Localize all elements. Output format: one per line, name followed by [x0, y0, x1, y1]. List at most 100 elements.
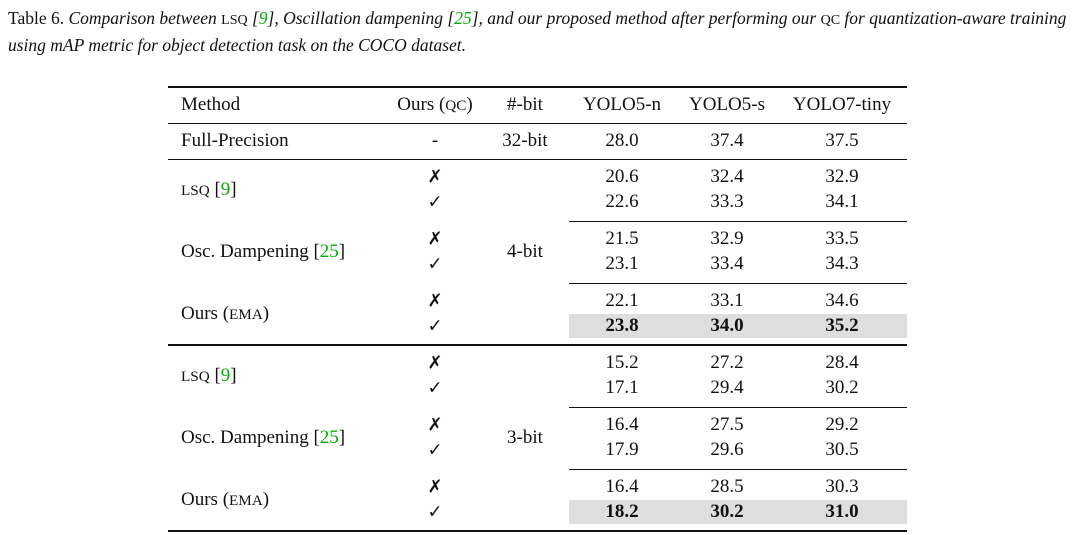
value-cell: 33.3 — [710, 191, 744, 212]
value-cell: 23.8 — [605, 315, 639, 336]
text-part: Comparison between — [68, 8, 222, 28]
check-mark: ✓ — [427, 501, 443, 523]
rule — [569, 283, 907, 284]
rule — [569, 221, 907, 222]
text-part: Osc. Dampening [ — [181, 241, 320, 262]
rule — [168, 86, 907, 88]
value-cell: 33.1 — [710, 290, 744, 311]
value-cell: 28.4 — [825, 352, 859, 373]
value-cell: 16.4 — [605, 476, 639, 497]
caption-label: Table 6. — [8, 8, 65, 28]
text-part: [ — [209, 179, 221, 200]
text-part: ], and our proposed method after perform… — [471, 8, 821, 28]
method-cell: Osc. Dampening [25] — [181, 427, 345, 449]
text-part: ], Oscillation dampening [ — [267, 8, 455, 28]
text-part: ] — [230, 179, 237, 200]
header-cell: Method — [181, 94, 240, 116]
bits-cell: 3-bit — [507, 427, 543, 448]
caption: Table 6. Comparison between LSQ [9], Osc… — [8, 6, 1074, 57]
text-part: YOLO5-s — [689, 94, 765, 115]
text-part: YOLO7-tiny — [792, 94, 892, 115]
ours-cell: - — [431, 130, 439, 151]
text-part: ] — [338, 427, 346, 448]
text-part: Full-Precision — [181, 130, 289, 151]
check-mark: ✗ — [427, 290, 443, 312]
value-cell: 27.2 — [710, 352, 744, 373]
check-mark: ✗ — [427, 414, 443, 436]
value-cell: 23.1 — [605, 253, 639, 274]
method-cell: Osc. Dampening [25] — [181, 241, 345, 263]
method-cell: Ours (EMA) — [181, 489, 269, 511]
value-cell: 34.0 — [710, 315, 744, 336]
text-part: YOLO5-n — [582, 94, 662, 115]
value-cell: 15.2 — [605, 352, 639, 373]
value-cell: 31.0 — [825, 501, 859, 522]
text-part: ) — [262, 303, 270, 324]
check-mark: ✓ — [427, 253, 443, 275]
check-mark: ✗ — [427, 166, 443, 188]
rule — [168, 530, 907, 532]
value-cell: 37.5 — [825, 130, 859, 151]
value-cell: 34.1 — [825, 191, 859, 212]
text-part: QC — [445, 97, 467, 114]
text-part: Method — [181, 94, 241, 115]
text-part: 25 — [319, 427, 339, 448]
value-cell: 28.5 — [710, 476, 744, 497]
text-part: LSQ — [221, 13, 248, 28]
text-part: [ — [247, 8, 259, 28]
value-cell: 29.2 — [825, 414, 859, 435]
check-mark: ✗ — [427, 228, 443, 250]
value-cell: 16.4 — [605, 414, 639, 435]
value-cell: 30.2 — [825, 377, 859, 398]
value-cell: 21.5 — [605, 228, 639, 249]
text-part: Ours ( — [181, 489, 230, 510]
value-cell: 30.5 — [825, 439, 859, 460]
method-cell: Ours (EMA) — [181, 303, 269, 325]
rule — [569, 469, 907, 470]
value-cell: 32.9 — [825, 166, 859, 187]
text-part: 9 — [220, 365, 231, 386]
text-part: EMA — [229, 492, 263, 509]
rule — [168, 344, 907, 346]
text-part: LSQ — [181, 368, 210, 385]
text-part: ) — [466, 94, 473, 115]
text-part: Osc. Dampening [ — [181, 427, 320, 448]
value-cell: 35.2 — [825, 315, 859, 336]
header-cell: YOLO5-s — [689, 94, 765, 116]
value-cell: 34.3 — [825, 253, 859, 274]
value-cell: 29.6 — [710, 439, 744, 460]
value-cell: 27.5 — [710, 414, 744, 435]
text-part: 25 — [319, 241, 339, 262]
value-cell: 37.4 — [710, 130, 744, 151]
text-part: QC — [820, 13, 841, 28]
value-cell: 29.4 — [710, 377, 744, 398]
method-cell: LSQ [9] — [181, 179, 237, 201]
value-cell: 20.6 — [605, 166, 639, 187]
value-cell: 32.9 — [710, 228, 744, 249]
text-part: #-bit — [507, 94, 543, 115]
value-cell: 22.1 — [605, 290, 639, 311]
text-part: 25 — [454, 8, 472, 28]
method-cell: Full-Precision — [181, 130, 289, 152]
check-mark: ✓ — [427, 377, 443, 399]
value-cell: 22.6 — [605, 191, 639, 212]
text-part: ] — [338, 241, 346, 262]
header-cell: YOLO7-tiny — [793, 94, 891, 116]
rule — [168, 123, 907, 124]
rule — [168, 159, 907, 160]
value-cell: 18.2 — [605, 501, 639, 522]
caption-text: Comparison between LSQ [9], Oscillation … — [8, 8, 1066, 55]
value-cell: 33.5 — [825, 228, 859, 249]
header-cell: #-bit — [507, 94, 543, 116]
highlight — [569, 500, 907, 524]
rule — [569, 407, 907, 408]
text-part: for quantization-aware training using mA… — [8, 8, 1067, 55]
text-part: ) — [262, 489, 270, 510]
highlight — [569, 314, 907, 338]
value-cell: 30.2 — [710, 501, 744, 522]
bits-cell: 32-bit — [502, 130, 548, 151]
text-part: EMA — [229, 306, 263, 323]
value-cell: 17.9 — [605, 439, 639, 460]
value-cell: 33.4 — [710, 253, 744, 274]
